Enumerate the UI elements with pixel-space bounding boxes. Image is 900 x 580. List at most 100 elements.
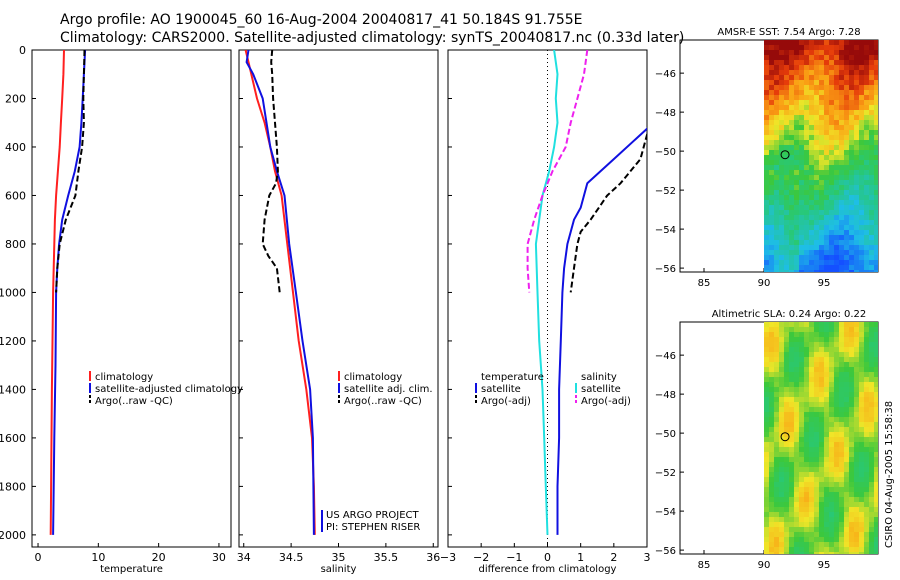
map-cell (874, 95, 878, 101)
map-cell (784, 532, 790, 538)
map-cell (834, 422, 840, 428)
map-cell (869, 145, 875, 151)
map-cell (804, 120, 810, 126)
map-cell (849, 432, 855, 438)
map-cell (839, 342, 845, 348)
map-cell (814, 50, 820, 56)
map-cell (794, 512, 800, 518)
map-cell (869, 552, 875, 554)
map-cell (854, 200, 860, 206)
map-cell (769, 55, 775, 61)
map-cell (789, 382, 795, 388)
map-cell (784, 120, 790, 126)
map-cell (774, 85, 780, 91)
map-cell (799, 452, 805, 458)
map-cell (854, 452, 860, 458)
map-cell (829, 332, 835, 338)
map-cell (824, 532, 830, 538)
map-cell (774, 427, 780, 433)
map-cell (804, 467, 810, 473)
map-cell (819, 512, 825, 518)
map-cell (804, 65, 810, 71)
map-cell (824, 245, 830, 251)
map-cell (799, 120, 805, 126)
map-cell (789, 507, 795, 513)
map-cell (874, 90, 878, 96)
map-cell (794, 422, 800, 428)
map-cell (804, 482, 810, 488)
map-cell (849, 527, 855, 533)
map-cell (869, 512, 875, 518)
map-cell (834, 210, 840, 216)
map-cell (774, 115, 780, 121)
map-cell (854, 492, 860, 498)
map-cell (844, 527, 850, 533)
map-cell (854, 250, 860, 256)
map-cell (824, 50, 830, 56)
map-cell (819, 457, 825, 463)
map-cell (834, 185, 840, 191)
series-group-3 (526, 50, 647, 535)
map-cell (784, 135, 790, 141)
map-cell (819, 230, 825, 236)
map-cell (869, 235, 875, 241)
map-cell (809, 50, 815, 56)
map-cell (804, 130, 810, 136)
map-cell (844, 170, 850, 176)
map-cell (874, 382, 878, 388)
map-cell (829, 522, 835, 528)
map-cell (769, 362, 775, 368)
x-tick-label: 1 (577, 551, 584, 564)
series-line (569, 131, 647, 293)
map-cell (764, 195, 770, 201)
map-cell (859, 322, 865, 328)
map-cell (869, 130, 875, 136)
map-cell (849, 547, 855, 553)
map-cell (829, 392, 835, 398)
map-cell (874, 547, 878, 553)
map-cell (834, 190, 840, 196)
map-cell (869, 240, 875, 246)
map-cell (799, 352, 805, 358)
map-cell (799, 130, 805, 136)
map-cell (779, 382, 785, 388)
map-cell (774, 502, 780, 508)
map-cell (834, 537, 840, 543)
map-cell (789, 90, 795, 96)
map-cell (784, 417, 790, 423)
map-cell (874, 225, 878, 231)
map-cell (794, 362, 800, 368)
map-cell (784, 95, 790, 101)
map-cell (784, 487, 790, 493)
map-cell (864, 452, 870, 458)
map-cell (859, 427, 865, 433)
map-cell (864, 135, 870, 141)
map-cell (799, 105, 805, 111)
map-cell (824, 372, 830, 378)
map-cell (779, 367, 785, 373)
map-cell (834, 155, 840, 161)
map-cell (874, 75, 878, 81)
map-cell (784, 332, 790, 338)
map-cell (779, 75, 785, 81)
series-line (52, 50, 87, 535)
map-cell (804, 170, 810, 176)
map-cell (819, 347, 825, 353)
map-cell (849, 362, 855, 368)
map-cell (814, 90, 820, 96)
map-cell (774, 542, 780, 548)
map-cell (789, 145, 795, 151)
map-cell (849, 342, 855, 348)
map-cell (764, 502, 770, 508)
map-cell (849, 130, 855, 136)
map-cell (829, 225, 835, 231)
map-cell (824, 55, 830, 61)
map-cell (784, 55, 790, 61)
map-cell (854, 270, 860, 272)
map-cell (809, 200, 815, 206)
x-tick-label: 34.5 (279, 551, 304, 564)
map-cell (814, 235, 820, 241)
map-cell (799, 175, 805, 181)
map-cell (769, 135, 775, 141)
map-cell (864, 75, 870, 81)
